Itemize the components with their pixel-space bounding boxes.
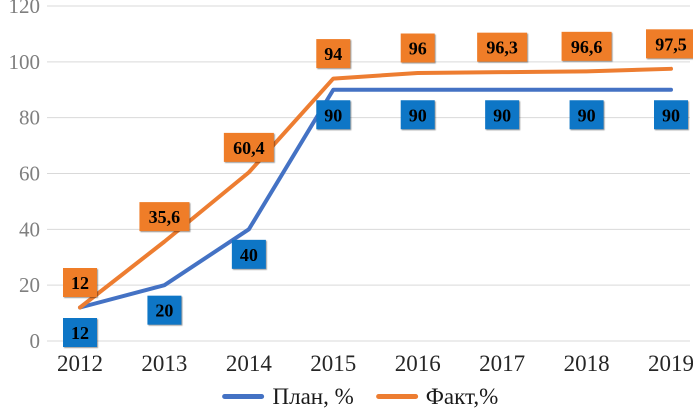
data-label-box	[569, 100, 604, 130]
data-label-box	[63, 318, 97, 347]
data-label-box	[477, 32, 528, 62]
data-label: 35,6	[149, 207, 181, 227]
data-label-box	[231, 239, 266, 269]
x-axis-tick-label: 2014	[226, 351, 273, 376]
data-label: 20	[155, 301, 173, 321]
data-label-box	[400, 100, 435, 130]
data-label: 12	[71, 273, 89, 293]
legend-label-plan: План, %	[272, 384, 354, 409]
data-label-box	[400, 33, 435, 63]
y-axis-tick-label: 60	[19, 162, 40, 186]
legend-item-plan: План, %	[222, 384, 354, 409]
x-axis-tick-label: 2012	[57, 351, 103, 376]
data-label-box	[654, 100, 688, 130]
data-label-box	[139, 202, 190, 232]
data-label: 97,5	[655, 34, 687, 54]
x-axis-tick-label: 2017	[479, 351, 525, 376]
y-axis-tick-label: 100	[9, 50, 41, 74]
x-axis-tick-label: 2018	[564, 351, 610, 376]
data-label: 90	[409, 105, 427, 125]
data-label: 90	[578, 105, 596, 125]
y-axis-tick-label: 40	[19, 217, 40, 241]
data-label-box	[63, 268, 97, 297]
data-label-box	[561, 31, 612, 61]
y-axis-tick-label: 80	[19, 106, 40, 130]
x-axis-tick-label: 2019	[648, 351, 693, 376]
y-axis-tick-label: 0	[30, 329, 41, 353]
plan-line-swatch	[222, 394, 265, 399]
data-label: 90	[662, 105, 680, 125]
data-label-box	[316, 100, 351, 130]
data-label-box	[646, 29, 693, 59]
legend-item-fact: Факт,%	[375, 384, 499, 409]
chart-legend: План, % Факт,%	[222, 385, 498, 408]
data-label: 40	[240, 245, 258, 265]
data-label: 60,4	[233, 138, 265, 158]
data-label-box	[147, 295, 182, 325]
data-label-box	[485, 100, 520, 130]
data-label: 96,3	[486, 38, 518, 58]
y-axis-tick-label: 120	[9, 0, 41, 18]
data-label-box	[223, 132, 274, 162]
fact-line-swatch	[375, 394, 418, 399]
x-axis-tick-label: 2015	[310, 351, 356, 376]
data-label: 96,6	[571, 37, 603, 57]
data-label: 12	[71, 323, 89, 343]
legend-label-fact: Факт,%	[425, 384, 499, 409]
data-label: 96	[409, 39, 427, 59]
data-label: 90	[493, 105, 511, 125]
x-axis-tick-label: 2016	[395, 351, 441, 376]
plan-line	[78, 87, 673, 310]
y-axis-tick-label: 20	[19, 273, 40, 297]
data-label-box	[316, 39, 351, 69]
data-label: 90	[324, 105, 342, 125]
x-axis-tick-label: 2013	[141, 351, 187, 376]
data-label: 94	[324, 44, 342, 64]
